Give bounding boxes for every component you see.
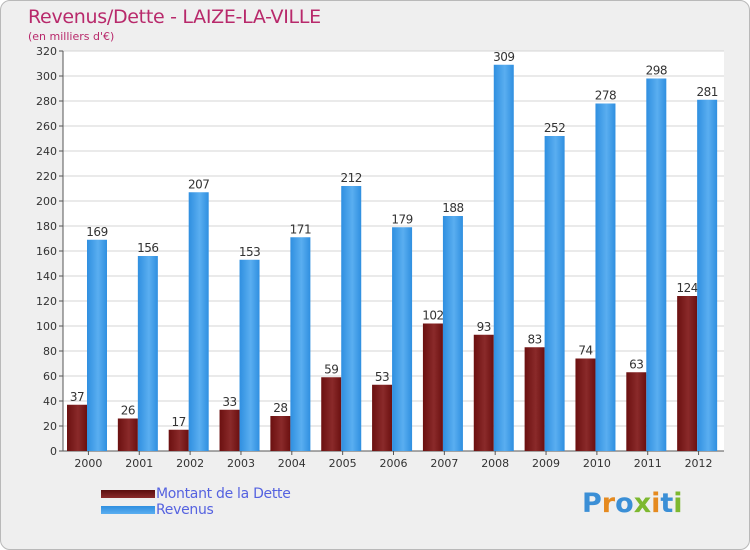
y-tick-label: 80 [43, 345, 57, 358]
logo-letter: x [633, 488, 652, 519]
bar-revenus [137, 256, 158, 451]
y-tick-label: 320 [36, 45, 57, 58]
logo-letter: o [615, 488, 634, 519]
bar-revenus [646, 78, 667, 451]
x-tick-label: 2005 [329, 457, 357, 470]
x-tick-label: 2001 [125, 457, 153, 470]
logo-letter: r [601, 488, 616, 519]
data-label-revenus: 153 [239, 245, 260, 259]
y-tick-label: 200 [36, 195, 57, 208]
y-tick-label: 260 [36, 120, 57, 133]
bar-dette [626, 372, 647, 451]
x-tick-label: 2012 [685, 457, 713, 470]
bar-revenus [697, 99, 718, 451]
x-tick-label: 2011 [634, 457, 662, 470]
x-tick-label: 2006 [380, 457, 408, 470]
data-label-revenus: 212 [341, 171, 362, 185]
logo-letter: i [673, 488, 683, 519]
bar-dette [422, 323, 443, 451]
bar-revenus [239, 259, 260, 451]
data-label-dette: 93 [477, 320, 491, 334]
bar-revenus [493, 64, 514, 451]
bar-dette [372, 384, 393, 451]
data-label-revenus: 207 [188, 177, 209, 191]
data-label-revenus: 171 [290, 222, 311, 236]
legend-swatch-revenus [101, 506, 155, 514]
legend-swatch-dette [101, 490, 155, 498]
y-tick-label: 120 [36, 295, 57, 308]
y-tick-label: 0 [50, 445, 57, 458]
bar-dette [677, 296, 698, 451]
bar-revenus [442, 216, 463, 451]
x-tick-label: 2007 [430, 457, 458, 470]
data-label-revenus: 156 [137, 241, 158, 255]
y-tick-label: 280 [36, 95, 57, 108]
data-label-revenus: 281 [696, 85, 717, 99]
y-tick-label: 100 [36, 320, 57, 333]
x-tick-label: 2008 [481, 457, 509, 470]
logo-letter: i [651, 488, 661, 519]
chart-subtitle: (en milliers d'€) [28, 30, 115, 43]
y-tick-label: 220 [36, 170, 57, 183]
bar-revenus [392, 227, 413, 451]
y-tick-label: 300 [36, 70, 57, 83]
data-label-revenus: 252 [544, 121, 565, 135]
bar-dette [473, 334, 494, 451]
data-label-dette: 74 [578, 344, 592, 358]
logo-letter: t [660, 488, 674, 519]
data-label-revenus: 298 [646, 64, 667, 78]
data-label-revenus: 179 [391, 212, 412, 226]
y-tick-label: 40 [43, 395, 57, 408]
data-label-dette: 63 [629, 357, 643, 371]
bar-revenus [87, 239, 107, 451]
x-tick-label: 2010 [583, 457, 611, 470]
data-label-dette: 37 [70, 390, 84, 404]
bar-dette [117, 418, 138, 451]
data-label-dette: 102 [422, 309, 443, 323]
y-tick-label: 160 [36, 245, 57, 258]
legend-label-dette: Montant de la Dette [156, 486, 291, 502]
y-tick-label: 60 [43, 370, 57, 383]
data-label-dette: 17 [172, 415, 186, 429]
y-tick-label: 240 [36, 145, 57, 158]
legend-label-revenus: Revenus [156, 502, 214, 518]
data-label-dette: 33 [222, 395, 236, 409]
bar-dette [575, 358, 596, 451]
bar-revenus [188, 192, 209, 451]
y-tick-label: 20 [43, 420, 57, 433]
data-label-revenus: 278 [595, 89, 616, 103]
data-label-dette: 28 [273, 401, 287, 415]
bar-dette [219, 409, 240, 451]
data-label-revenus: 188 [442, 201, 463, 215]
data-label-dette: 59 [324, 362, 338, 376]
bar-revenus [595, 103, 616, 451]
data-label-dette: 26 [121, 404, 135, 418]
bar-dette [67, 404, 87, 451]
logo-letter: P [582, 488, 602, 519]
data-label-revenus: 169 [86, 225, 107, 239]
data-label-dette: 124 [676, 281, 697, 295]
bar-dette [270, 416, 291, 451]
bar-revenus [290, 237, 311, 451]
y-tick-label: 140 [36, 270, 57, 283]
x-tick-label: 2002 [176, 457, 204, 470]
x-tick-label: 2000 [74, 457, 102, 470]
bar-revenus [544, 136, 565, 451]
bar-dette [321, 377, 342, 451]
x-tick-label: 2003 [227, 457, 255, 470]
data-label-dette: 83 [527, 332, 541, 346]
data-label-revenus: 309 [493, 50, 514, 64]
y-tick-label: 180 [36, 220, 57, 233]
x-tick-label: 2009 [532, 457, 560, 470]
proxiti-logo: Proxiti [582, 488, 683, 519]
bar-dette [524, 347, 545, 451]
bar-revenus [341, 186, 362, 451]
bar-dette [168, 429, 189, 451]
x-tick-label: 2004 [278, 457, 306, 470]
data-label-dette: 53 [375, 370, 389, 384]
chart-title: Revenus/Dette - LAIZE-LA-VILLE [28, 6, 321, 28]
